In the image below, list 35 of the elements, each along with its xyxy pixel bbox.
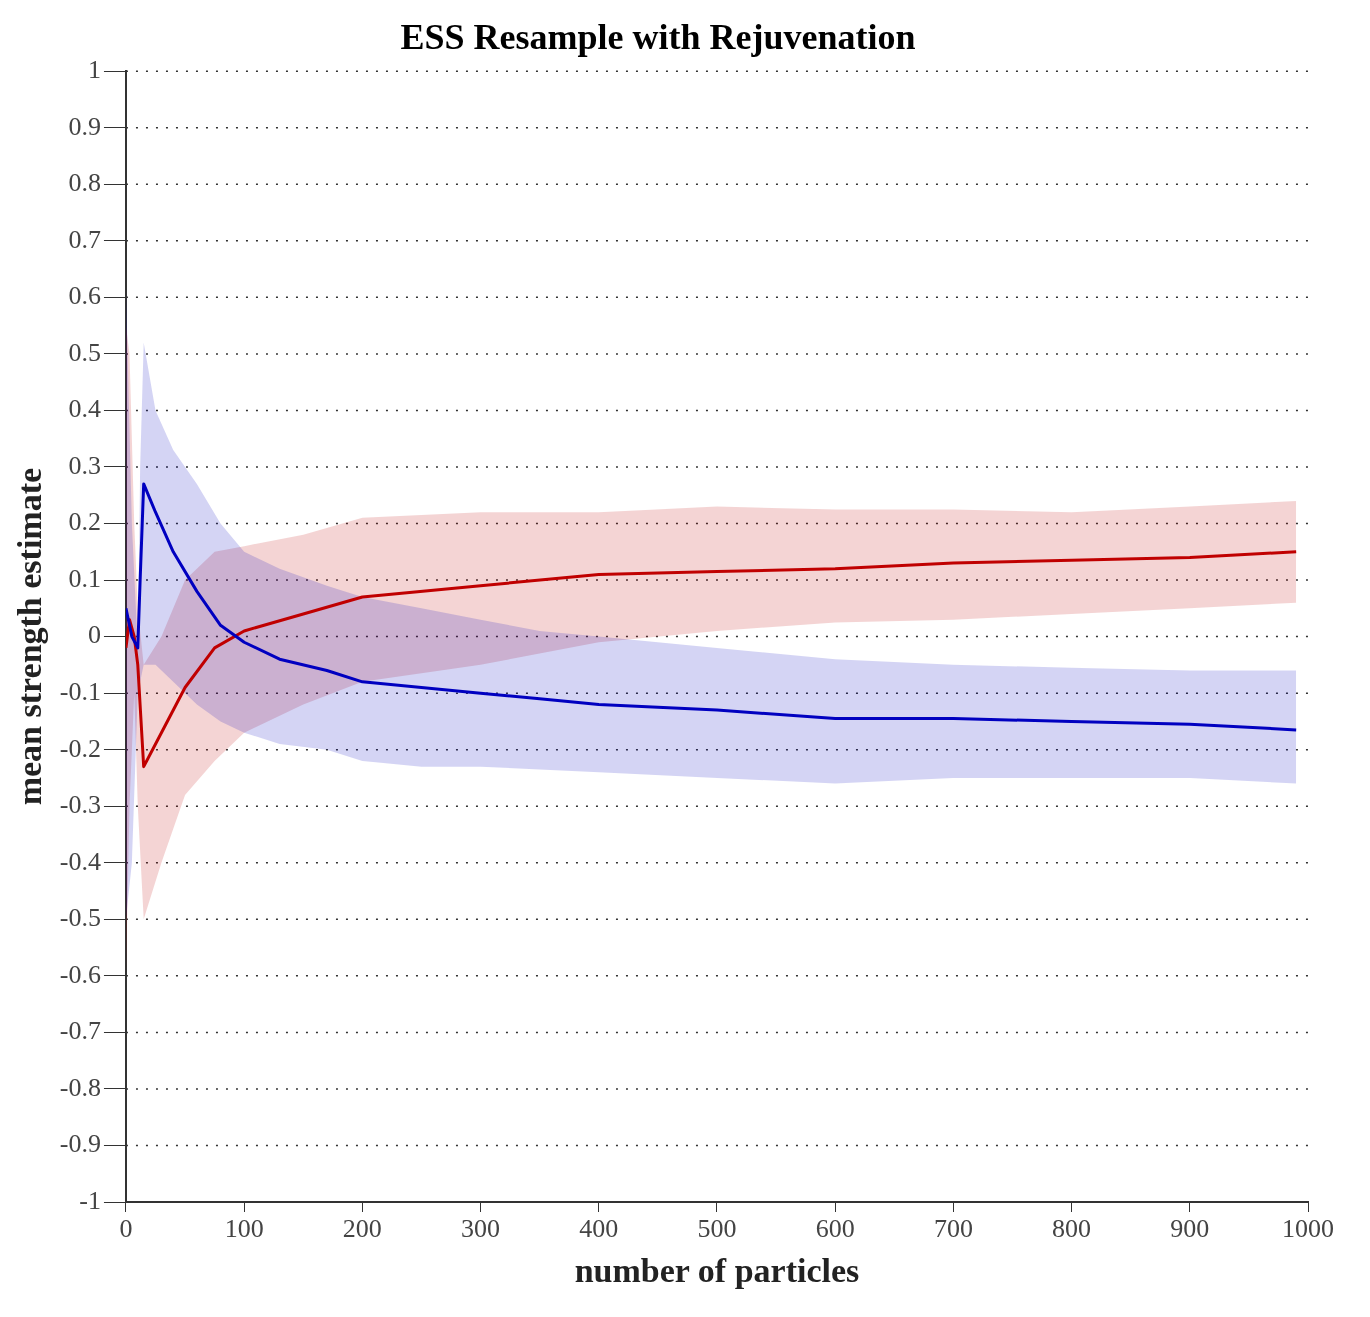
y-tick-label: 0.2 (68, 507, 101, 537)
y-tick-label: 0.7 (68, 224, 101, 254)
x-tick-label: 400 (579, 1214, 619, 1244)
y-tick-label: 0.6 (68, 281, 101, 311)
y-tick-label: -0.2 (59, 733, 101, 763)
y-axis-title: mean strength estimate (11, 467, 49, 806)
y-tick-label: 0.3 (68, 450, 101, 480)
y-tick-label: 0.9 (68, 111, 101, 141)
y-tick-label: -1 (79, 1185, 101, 1215)
y-tick-label: -0.1 (59, 676, 101, 706)
x-tick-label: 300 (461, 1214, 501, 1244)
y-tick-label: 0 (87, 620, 101, 650)
y-tick-label: 1 (87, 55, 101, 85)
y-tick-label: -0.5 (59, 903, 101, 933)
x-tick-label: 0 (119, 1214, 133, 1244)
x-tick-label: 100 (224, 1214, 264, 1244)
y-tick-label: -0.4 (59, 846, 101, 876)
y-tick-label: 0.1 (68, 563, 101, 593)
y-tick-label: -0.8 (59, 1072, 101, 1102)
y-tick-label: -0.9 (59, 1129, 101, 1159)
y-tick-label: -0.7 (59, 1016, 101, 1046)
y-tick-label: 0.8 (68, 168, 101, 198)
y-tick-label: 0.5 (68, 337, 101, 367)
y-tick-label: -0.3 (59, 790, 101, 820)
x-tick-label: 800 (1052, 1214, 1092, 1244)
x-tick-label: 600 (815, 1214, 855, 1244)
chart-title: ESS Resample with Rejuvenation (400, 16, 916, 57)
x-tick-label: 200 (342, 1214, 382, 1244)
x-tick-label: 900 (1170, 1214, 1210, 1244)
x-tick-label: 1000 (1282, 1214, 1334, 1244)
x-tick-label: 700 (933, 1214, 973, 1244)
y-tick-label: 0.4 (68, 394, 101, 424)
y-tick-label: -0.6 (59, 959, 101, 989)
x-axis-title: number of particles (574, 1252, 860, 1290)
x-tick-label: 500 (697, 1214, 737, 1244)
